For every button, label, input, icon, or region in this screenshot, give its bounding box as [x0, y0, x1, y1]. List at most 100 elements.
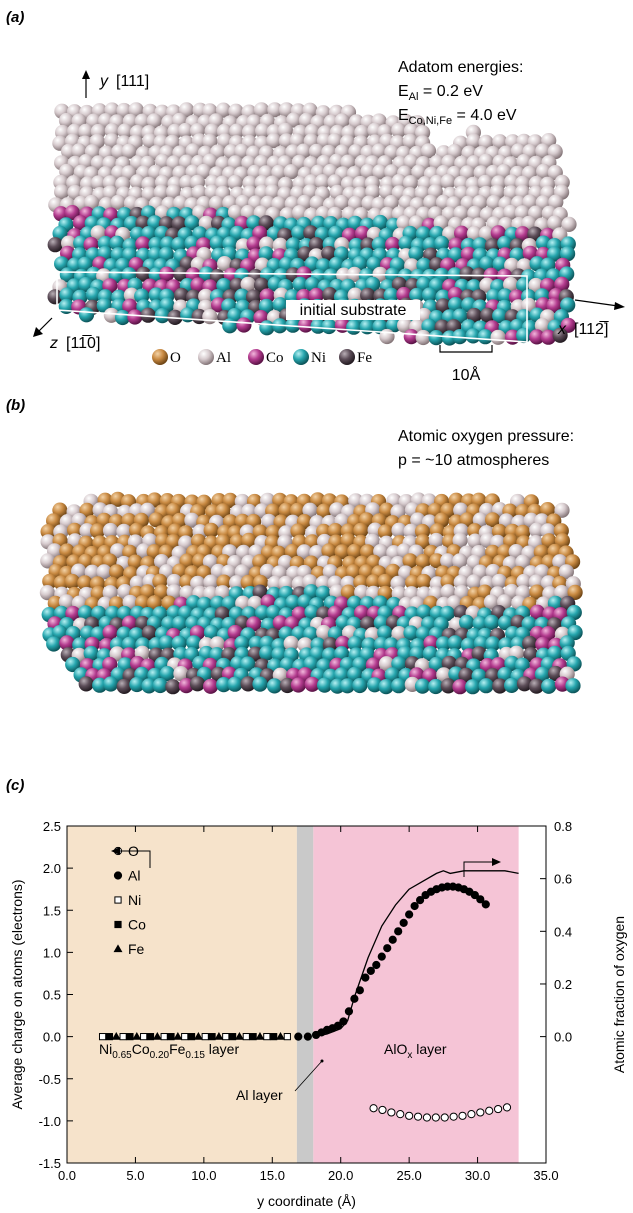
x-tick-label: 20.0 [328, 1168, 353, 1183]
atom [379, 329, 394, 344]
marker [340, 1018, 347, 1025]
note-value: p = ~10 atmospheres [398, 452, 549, 469]
annotation-part: Co [132, 1041, 150, 1057]
atom [227, 677, 242, 692]
marker [284, 1034, 290, 1040]
annotation-part: 0.65 [112, 1050, 132, 1061]
y-tick-label: 1.5 [43, 903, 61, 918]
atom [541, 679, 556, 694]
y-tick-label: -1.0 [39, 1114, 61, 1129]
marker [295, 1033, 302, 1040]
atom [321, 319, 336, 334]
atom [117, 679, 132, 694]
marker [384, 945, 391, 952]
marker [182, 1034, 188, 1040]
legend-sphere [152, 349, 168, 365]
atom [79, 307, 94, 322]
marker [477, 1109, 484, 1116]
legend-label: Co [266, 350, 284, 366]
marker [271, 1034, 277, 1040]
legend-label: Co [128, 917, 146, 933]
y-tick-label: 2.5 [43, 819, 61, 834]
annotation-part: layer [205, 1041, 240, 1057]
note-title: Adatom energies: [398, 59, 523, 76]
y2-tick-label: 0.0 [554, 1030, 572, 1045]
atom [203, 679, 218, 694]
x-tick-label: 5.0 [126, 1168, 144, 1183]
marker [432, 1114, 439, 1121]
atom [465, 679, 480, 694]
marker [362, 974, 369, 981]
atom [103, 676, 118, 691]
marker [188, 1034, 194, 1040]
marker [423, 1114, 430, 1121]
annotation-part: layer [412, 1041, 447, 1057]
marker [209, 1034, 215, 1040]
marker [304, 1033, 311, 1040]
marker [395, 928, 402, 935]
marker [229, 1034, 235, 1040]
legend-sphere [198, 349, 214, 365]
atom [236, 317, 251, 332]
marker [99, 1034, 105, 1040]
y2-tick-label: 0.4 [554, 924, 572, 939]
legend-label: Ni [311, 350, 326, 366]
marker [141, 1034, 147, 1040]
energy-cnf: ECo,Ni,Fe = 4.0 eV [398, 107, 517, 127]
marker [250, 1034, 256, 1040]
atom [190, 676, 205, 691]
y2-tick-label: 0.2 [554, 977, 572, 992]
atom [46, 636, 61, 651]
marker [441, 1114, 448, 1121]
legend-label: Ni [128, 892, 141, 908]
legend-label: Fe [357, 350, 372, 366]
note-title: Atomic oxygen pressure: [398, 428, 574, 445]
atom [565, 678, 580, 693]
legend-marker [115, 921, 121, 927]
chart: 0.05.010.015.020.025.030.035.0-1.5-1.0-0… [9, 819, 627, 1209]
page: { "panel_a": { "label": "(a)", "note_tit… [0, 0, 633, 1213]
marker [379, 1106, 386, 1113]
marker [351, 995, 358, 1002]
marker [367, 967, 374, 974]
x-tick-label: 35.0 [533, 1168, 558, 1183]
atom [252, 677, 267, 692]
y-tick-label: 0.5 [43, 988, 61, 1003]
marker [345, 1008, 352, 1015]
marker [127, 1034, 133, 1040]
marker [400, 919, 407, 926]
y2-tick-label: 0.8 [554, 819, 572, 834]
region [67, 826, 297, 1163]
legend-label: Al [216, 350, 231, 366]
marker [397, 1111, 404, 1118]
marker [120, 1034, 126, 1040]
energy-al: EAl = 0.2 eV [398, 83, 483, 103]
scale-bar [440, 345, 492, 352]
y-tick-label: 0.0 [43, 1030, 61, 1045]
marker [356, 987, 363, 994]
x-tick-label: 15.0 [260, 1168, 285, 1183]
legend-label: Al [128, 868, 140, 884]
marker [503, 1104, 510, 1111]
figure: (a) initial substrate Adatom energies: E… [0, 0, 633, 1213]
annotation-part: 0.20 [150, 1050, 170, 1061]
legend-label: Fe [128, 941, 145, 957]
x-tick-label: 10.0 [191, 1168, 216, 1183]
axis-y-label: y[111] [99, 73, 149, 90]
atom [415, 679, 430, 694]
atom [416, 330, 431, 345]
legend-label: O [170, 350, 181, 366]
scale-label: 10Å [452, 365, 481, 384]
panel-label: (b) [6, 397, 25, 414]
panel-label: (a) [6, 9, 24, 26]
atom [222, 318, 237, 333]
atom [391, 678, 406, 693]
y-tick-label: -1.5 [39, 1156, 61, 1171]
marker [378, 953, 385, 960]
annotation-part: Ni [99, 1041, 112, 1057]
atom [346, 320, 361, 335]
atom [479, 678, 494, 693]
marker [264, 1034, 270, 1040]
atom [441, 174, 456, 189]
atom [484, 615, 499, 630]
